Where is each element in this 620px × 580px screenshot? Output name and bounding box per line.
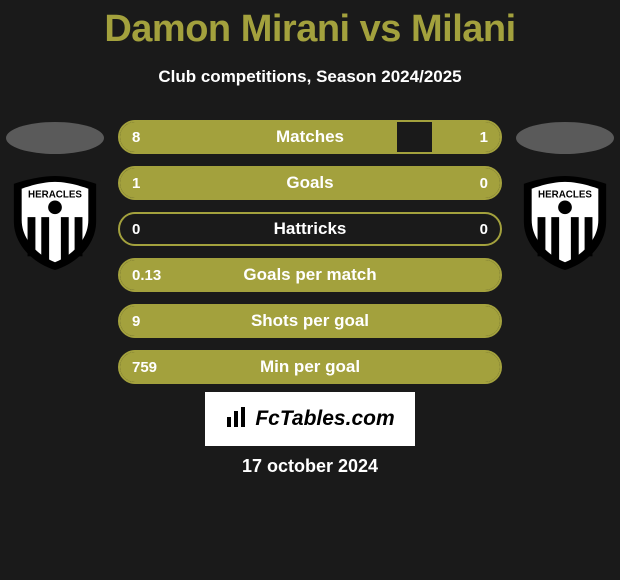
player-right-club-badge: HERACLES xyxy=(516,174,614,272)
stat-label: Matches xyxy=(120,127,500,147)
brand-bars-icon xyxy=(225,405,249,434)
stat-row: 0.13Goals per match xyxy=(118,258,502,292)
date-text: 17 october 2024 xyxy=(0,456,620,477)
stat-row: 759Min per goal xyxy=(118,350,502,384)
stat-value-left: 0 xyxy=(132,221,140,238)
badge-right-text: HERACLES xyxy=(538,190,592,201)
stat-row: 0Hattricks0 xyxy=(118,212,502,246)
stat-row: 1Goals0 xyxy=(118,166,502,200)
player-right-avatar-placeholder xyxy=(516,122,614,154)
stat-value-right: 1 xyxy=(480,129,488,146)
stat-value-left: 759 xyxy=(132,359,157,376)
stat-label: Goals per match xyxy=(120,265,500,285)
stat-label: Shots per goal xyxy=(120,311,500,331)
badge-left-text: HERACLES xyxy=(28,190,82,201)
subtitle: Club competitions, Season 2024/2025 xyxy=(0,67,620,87)
player-left-club-badge: HERACLES xyxy=(6,174,104,272)
stat-value-right: 0 xyxy=(480,175,488,192)
stat-row: 8Matches1 xyxy=(118,120,502,154)
brand-watermark: FcTables.com xyxy=(205,392,415,446)
stat-value-left: 9 xyxy=(132,313,140,330)
stat-label: Goals xyxy=(120,173,500,193)
stat-value-left: 1 xyxy=(132,175,140,192)
stat-row: 9Shots per goal xyxy=(118,304,502,338)
player-left-avatar-placeholder xyxy=(6,122,104,154)
stat-value-left: 8 xyxy=(132,129,140,146)
stat-label: Hattricks xyxy=(120,219,500,239)
comparison-infographic: Damon Mirani vs Milani Club competitions… xyxy=(0,0,620,580)
stat-label: Min per goal xyxy=(120,357,500,377)
stat-bars: 8Matches11Goals00Hattricks00.13Goals per… xyxy=(118,120,502,396)
stat-value-left: 0.13 xyxy=(132,267,161,284)
page-title: Damon Mirani vs Milani xyxy=(0,0,620,51)
player-left-column: HERACLES xyxy=(0,120,110,272)
player-right-column: HERACLES xyxy=(510,120,620,272)
brand-text: FcTables.com xyxy=(255,407,394,431)
stat-value-right: 0 xyxy=(480,221,488,238)
